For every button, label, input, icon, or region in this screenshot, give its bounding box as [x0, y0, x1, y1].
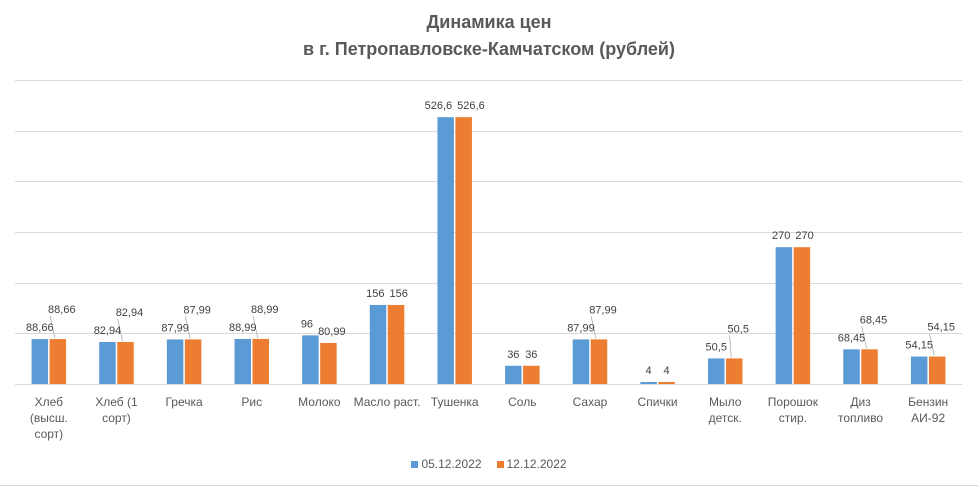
bar-series-1	[437, 117, 454, 384]
data-label: 50,5	[706, 341, 727, 353]
data-label: 526,6	[425, 100, 453, 112]
data-label: 82,94	[116, 307, 144, 319]
data-label: 88,99	[251, 304, 279, 316]
bar-series-2	[387, 304, 405, 384]
bar-series-1	[775, 247, 793, 384]
data-label: 54,15	[905, 340, 933, 352]
category-label: Соль	[508, 395, 537, 409]
bar-series-1	[302, 335, 319, 384]
gridlines	[15, 80, 962, 334]
data-label: 156	[390, 288, 408, 300]
legend-swatch	[411, 460, 419, 468]
bar-series-2	[117, 341, 134, 384]
data-label: 88,99	[229, 322, 257, 334]
bar-series-2	[590, 339, 608, 384]
category-label: Порошок стир.	[767, 395, 818, 425]
bar-series-2	[523, 365, 540, 384]
chart-subtitle: в г. Петропавловске-Камчатском (рублей)	[303, 39, 675, 59]
category-label: Сахар	[572, 395, 608, 409]
bar-series-2	[455, 117, 472, 384]
data-label: 82,94	[94, 325, 122, 337]
data-label: 68,45	[860, 314, 888, 326]
bar-series-1	[572, 339, 590, 384]
category-label: Хлеб (1 сорт)	[95, 395, 138, 425]
data-label: 87,99	[183, 304, 211, 316]
bar-series-1	[708, 358, 725, 384]
data-label: 270	[772, 230, 790, 242]
category-label: Диз топливо	[837, 395, 884, 425]
bar-series-2	[184, 339, 202, 384]
bar-series-2	[252, 338, 269, 384]
category-label: Бензин АИ-92	[908, 395, 949, 425]
bar-series-1	[166, 339, 184, 384]
data-label: 68,45	[838, 332, 866, 344]
data-label: 80,99	[318, 326, 346, 338]
category-label: Молоко	[298, 395, 341, 409]
data-label: 4	[646, 365, 652, 377]
legend-item: 05.12.2022	[411, 457, 482, 471]
bar-series-1	[31, 339, 49, 384]
legend-label: 12.12.2022	[506, 457, 567, 471]
data-label: 87,99	[589, 304, 617, 316]
category-label: Гречка	[165, 395, 203, 409]
data-label-leader-line	[252, 315, 259, 338]
legend-label: 05.12.2022	[421, 457, 482, 471]
data-label-leader-line	[861, 326, 867, 349]
category-label: Хлеб (высш. сорт)	[29, 395, 68, 441]
bar-series-1	[910, 356, 928, 384]
data-label-leader-line	[184, 316, 191, 339]
category-label: Мыло детск.	[708, 395, 742, 425]
bar-series-1	[369, 304, 387, 384]
data-label-leader-line	[117, 318, 123, 342]
bar-series-2	[928, 356, 946, 384]
data-label-leader-line	[729, 335, 732, 358]
category-label: Рис	[241, 395, 263, 409]
bar-series-2	[49, 339, 67, 384]
data-label: 88,66	[26, 322, 54, 334]
category-label: Спички	[637, 395, 678, 409]
chart-title: Динамика цен	[426, 12, 552, 32]
bar-series-2	[658, 381, 675, 384]
data-label: 526,6	[457, 100, 485, 112]
legend-swatch	[496, 460, 504, 468]
data-label: 4	[664, 365, 670, 377]
bar-series-1	[234, 338, 251, 384]
data-label-leader-line	[929, 333, 935, 356]
bar-series-1	[505, 365, 522, 384]
bar-series-2	[320, 342, 337, 384]
data-label: 270	[795, 230, 813, 242]
legend-item: 12.12.2022	[496, 457, 567, 471]
bar-series-2	[861, 349, 878, 384]
data-label-leader-line	[590, 316, 597, 339]
data-labels: 88,66 88,66 82,94 82,94 87,99 87,99 88,99 88,99…	[26, 100, 955, 377]
bar-series-1	[843, 349, 860, 384]
category-label: Тушенка	[430, 395, 479, 409]
x-axis-category-labels: Хлеб (высш. сорт) Хлеб (1 сорт) Гречка Рис М…	[0, 394, 978, 450]
data-label: 36	[525, 349, 537, 361]
bar-series-1	[99, 341, 116, 384]
data-label: 54,15	[927, 322, 955, 334]
data-label: 88,66	[48, 304, 76, 316]
bar-series-2	[793, 247, 811, 384]
bars	[31, 117, 946, 384]
data-label: 96	[301, 318, 313, 330]
data-label: 50,5	[728, 323, 749, 335]
data-label-leader-line	[49, 315, 56, 339]
category-label: Масло раст.	[353, 395, 421, 409]
data-label: 36	[507, 349, 519, 361]
data-label: 87,99	[567, 322, 595, 334]
data-label: 87,99	[161, 322, 189, 334]
data-label: 156	[366, 288, 384, 300]
bar-series-1	[640, 381, 657, 384]
bar-series-2	[726, 358, 743, 384]
legend: 05.12.2022 12.12.2022	[0, 456, 978, 472]
